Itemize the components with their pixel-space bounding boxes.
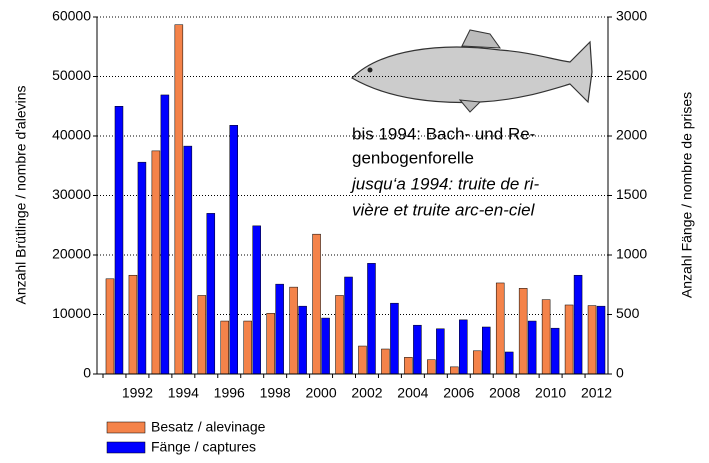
bar	[321, 317, 330, 375]
annotation: vière et truite arc-en-ciel	[352, 200, 536, 219]
bar	[335, 295, 344, 375]
bar	[596, 305, 606, 375]
x-tick-label: 1998	[260, 385, 291, 401]
annotation: jusqu‘a 1994: truite de ri-	[350, 174, 539, 193]
x-tick-label: 1992	[122, 385, 153, 401]
y-tick-label: 40000	[52, 127, 91, 143]
annotation: bis 1994: Bach- und Re-	[352, 124, 535, 143]
bar	[174, 24, 184, 375]
bar	[128, 274, 138, 375]
y2-tick-label: 500	[616, 305, 640, 321]
bar	[137, 161, 147, 375]
y2-tick-label: 1000	[616, 246, 647, 262]
bar	[495, 282, 505, 375]
bar	[275, 283, 284, 375]
bar	[550, 327, 560, 375]
x-tick-label: 2008	[489, 385, 520, 401]
legend-label: Fänge / captures	[151, 439, 256, 455]
bar	[541, 299, 551, 375]
bar	[404, 357, 413, 375]
y2-tick-label: 1500	[616, 186, 647, 202]
bar	[114, 106, 124, 375]
x-tick-label: 2012	[581, 385, 612, 401]
bar	[298, 305, 307, 375]
legend-swatch	[106, 421, 146, 434]
bar	[587, 305, 597, 375]
y-tick-label: 60000	[52, 8, 91, 24]
bar	[243, 320, 252, 375]
bar	[266, 313, 275, 375]
x-tick-label: 2000	[305, 385, 336, 401]
y-axis-label: Anzahl Brütlinge / nombre d'alevins	[13, 85, 29, 304]
bar	[252, 225, 261, 375]
bar	[473, 350, 482, 375]
y2-tick-label: 0	[616, 365, 624, 381]
bar	[206, 213, 216, 375]
bar	[436, 328, 445, 375]
x-tick-label: 1996	[214, 385, 245, 401]
bar	[564, 304, 574, 375]
bar	[344, 276, 353, 375]
y-tick-label: 50000	[52, 67, 91, 83]
x-tick-label: 1994	[168, 385, 199, 401]
fish-illustration	[351, 29, 593, 113]
bar	[450, 366, 459, 375]
bar	[381, 348, 390, 375]
x-tick-label: 2006	[443, 385, 474, 401]
x-tick-label: 2010	[535, 385, 566, 401]
bar	[220, 320, 229, 375]
bar	[367, 263, 376, 375]
bar	[390, 302, 399, 375]
bar	[289, 286, 298, 375]
bar	[427, 359, 436, 375]
bar	[105, 278, 115, 375]
y-tick-label: 10000	[52, 305, 91, 321]
x-tick-label: 2004	[397, 385, 428, 401]
bar	[183, 145, 193, 375]
y2-tick-label: 2000	[616, 127, 647, 143]
bar	[482, 326, 491, 375]
annotation: genbogenforelle	[352, 148, 474, 167]
y2-tick-label: 3000	[616, 8, 647, 24]
bar	[504, 351, 514, 375]
bar	[160, 94, 170, 375]
y-tick-label: 20000	[52, 246, 91, 262]
bar	[518, 288, 528, 375]
y-tick-label: 0	[83, 365, 91, 381]
y2-axis-label: Anzahl Fänge / nombre de prises	[679, 92, 695, 298]
x-tick-label: 2002	[351, 385, 382, 401]
legend-label: Besatz / alevinage	[151, 419, 266, 435]
bar	[573, 274, 583, 375]
bar	[527, 320, 537, 375]
bar	[197, 295, 207, 375]
bar	[229, 125, 238, 375]
y-tick-label: 30000	[52, 186, 91, 202]
y2-tick-label: 2500	[616, 67, 647, 83]
bar	[151, 150, 161, 375]
bar	[358, 345, 367, 375]
legend-swatch	[106, 441, 146, 454]
bar	[413, 324, 422, 375]
bar	[312, 233, 321, 375]
bar	[459, 319, 468, 375]
